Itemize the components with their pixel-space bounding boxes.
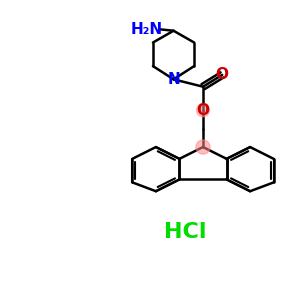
Circle shape bbox=[196, 140, 210, 154]
Text: N: N bbox=[167, 72, 180, 87]
Circle shape bbox=[196, 104, 209, 117]
Text: HCl: HCl bbox=[164, 222, 207, 242]
Text: H₂N: H₂N bbox=[131, 22, 163, 37]
Text: O: O bbox=[196, 103, 209, 118]
Text: O: O bbox=[216, 68, 229, 82]
